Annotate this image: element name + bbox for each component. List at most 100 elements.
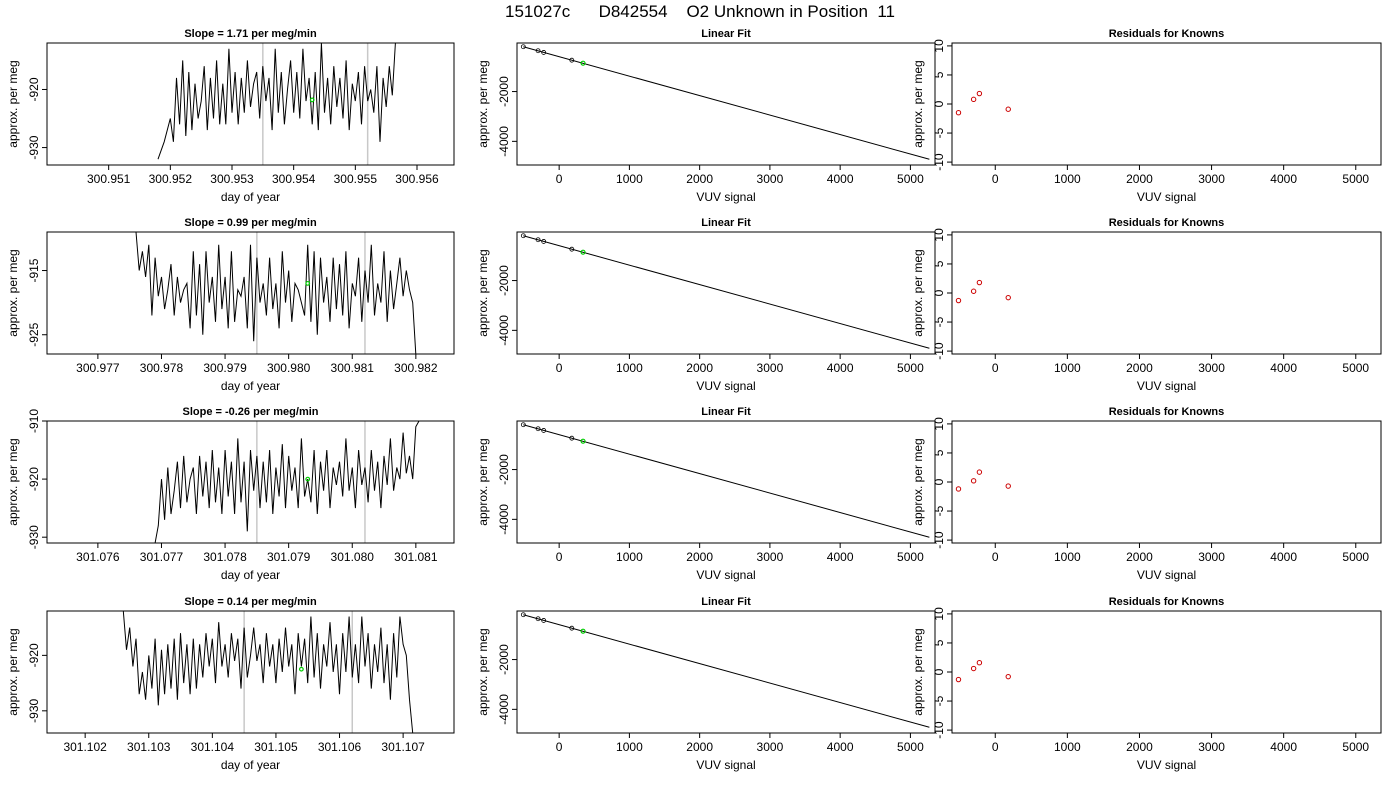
fit-line bbox=[523, 46, 930, 160]
x-tick-label: 1000 bbox=[1054, 740, 1081, 754]
unknown-marker bbox=[309, 97, 315, 103]
residual-point bbox=[955, 676, 962, 683]
chart-panel-11: Linear Fit 0 1000 2000 3000 4000 5000 VUV signa… bbox=[476, 596, 936, 772]
y-tick-label: 5 bbox=[932, 449, 946, 456]
x-tick-label: 4000 bbox=[1270, 740, 1297, 754]
x-tick-label: 3000 bbox=[1198, 361, 1225, 375]
y-axis-label: approx. per meg bbox=[911, 628, 925, 715]
chart-title: Linear Fit bbox=[701, 406, 751, 418]
chart-panel-2: Linear Fit 0 1000 2000 3000 4000 5000 VUV signa… bbox=[476, 28, 936, 204]
chart-panel-3: Residuals for Knowns 0 1000 2000 3000 4000 500… bbox=[911, 28, 1382, 204]
plot-frame bbox=[516, 231, 936, 355]
residual-point bbox=[955, 297, 962, 304]
residual-point bbox=[976, 279, 983, 286]
y-tick-label: -4000 bbox=[497, 315, 511, 346]
unknown-point bbox=[580, 438, 586, 444]
known-point bbox=[535, 48, 541, 54]
plot-frame bbox=[46, 231, 455, 355]
x-tick-label: 5000 bbox=[897, 361, 924, 375]
plot-area bbox=[955, 660, 1011, 683]
x-axis-label: day of year bbox=[221, 379, 280, 393]
y-tick-label: -910 bbox=[27, 409, 41, 433]
chart-title: Slope = 0.99 per meg/min bbox=[184, 217, 317, 229]
x-axis-label: VUV signal bbox=[1137, 568, 1196, 582]
x-tick-label: 301.077 bbox=[140, 550, 184, 564]
x-tick-label: 2000 bbox=[686, 361, 713, 375]
y-tick-label: 10 bbox=[932, 39, 946, 53]
chart-title: Slope = 1.71 per meg/min bbox=[184, 28, 317, 40]
chart-title: Residuals for Knowns bbox=[1109, 596, 1225, 608]
plot-frame bbox=[46, 610, 455, 734]
plot-area bbox=[520, 233, 930, 349]
y-axis-label: approx. per meg bbox=[6, 438, 20, 525]
y-tick-label: -930 bbox=[27, 135, 41, 159]
plot-frame bbox=[46, 420, 455, 544]
x-tick-label: 5000 bbox=[897, 740, 924, 754]
x-axis-label: VUV signal bbox=[1137, 379, 1196, 393]
known-point bbox=[535, 616, 541, 622]
x-tick-label: 5000 bbox=[1342, 361, 1369, 375]
x-tick-label: 300.951 bbox=[87, 172, 131, 186]
y-tick-label: -925 bbox=[27, 322, 41, 346]
x-tick-label: 3000 bbox=[757, 550, 784, 564]
page-title: 151027c D842554 O2 Unknown in Position 1… bbox=[505, 2, 895, 21]
y-tick-label: -920 bbox=[27, 467, 41, 491]
x-tick-label: 5000 bbox=[1342, 550, 1369, 564]
x-tick-label: 5000 bbox=[897, 172, 924, 186]
known-point bbox=[569, 625, 575, 631]
x-tick-label: 2000 bbox=[686, 740, 713, 754]
x-tick-label: 2000 bbox=[686, 172, 713, 186]
residual-point bbox=[976, 90, 983, 97]
residual-point bbox=[970, 288, 977, 294]
unknown-point bbox=[580, 628, 586, 634]
y-tick-label: -2000 bbox=[497, 454, 511, 485]
x-tick-label: 2000 bbox=[686, 550, 713, 564]
x-tick-label: 301.106 bbox=[318, 740, 362, 754]
y-tick-label: -915 bbox=[27, 258, 41, 282]
x-tick-label: 5000 bbox=[1342, 740, 1369, 754]
y-axis-label: approx. per meg bbox=[476, 628, 490, 715]
x-tick-label: 4000 bbox=[1270, 550, 1297, 564]
plot-area bbox=[154, 421, 420, 543]
x-tick-label: 300.980 bbox=[267, 361, 311, 375]
x-tick-label: 1000 bbox=[1054, 550, 1081, 564]
x-tick-label: 4000 bbox=[1270, 172, 1297, 186]
y-tick-label: -2000 bbox=[497, 76, 511, 107]
y-tick-label: -5 bbox=[932, 695, 946, 706]
unknown-point bbox=[580, 249, 586, 255]
residual-point bbox=[955, 110, 962, 116]
x-tick-label: 300.977 bbox=[76, 361, 120, 375]
plot-area bbox=[122, 611, 414, 733]
chart-panel-6: Residuals for Knowns 0 1000 2000 3000 4000 500… bbox=[911, 217, 1382, 393]
chart-title: Linear Fit bbox=[701, 28, 751, 40]
residual-point bbox=[970, 665, 977, 672]
y-tick-label: 10 bbox=[932, 417, 946, 431]
known-point bbox=[535, 426, 541, 432]
chart-title: Residuals for Knowns bbox=[1109, 406, 1225, 418]
x-tick-label: 2000 bbox=[1126, 550, 1153, 564]
x-tick-label: 0 bbox=[556, 361, 563, 375]
x-axis-label: VUV signal bbox=[696, 568, 755, 582]
y-tick-label: -10 bbox=[932, 721, 946, 739]
y-tick-label: -930 bbox=[27, 525, 41, 549]
x-tick-label: 3000 bbox=[1198, 740, 1225, 754]
y-axis-label: approx. per meg bbox=[476, 60, 490, 147]
known-point bbox=[569, 57, 575, 63]
x-tick-label: 4000 bbox=[827, 740, 854, 754]
y-tick-label: -930 bbox=[27, 698, 41, 722]
x-axis-label: VUV signal bbox=[1137, 190, 1196, 204]
chart-title: Linear Fit bbox=[701, 596, 751, 608]
plot-area bbox=[135, 232, 417, 354]
x-tick-label: 4000 bbox=[827, 550, 854, 564]
known-point bbox=[520, 612, 526, 618]
chart-panel-5: Linear Fit 0 1000 2000 3000 4000 5000 VUV signa… bbox=[476, 217, 936, 393]
x-tick-label: 3000 bbox=[757, 361, 784, 375]
x-tick-label: 5000 bbox=[1342, 172, 1369, 186]
x-tick-label: 0 bbox=[992, 172, 999, 186]
y-tick-label: 5 bbox=[932, 639, 946, 646]
x-tick-label: 0 bbox=[556, 172, 563, 186]
x-tick-label: 300.978 bbox=[140, 361, 184, 375]
unknown-marker bbox=[305, 476, 311, 482]
y-tick-label: 0 bbox=[932, 100, 946, 107]
